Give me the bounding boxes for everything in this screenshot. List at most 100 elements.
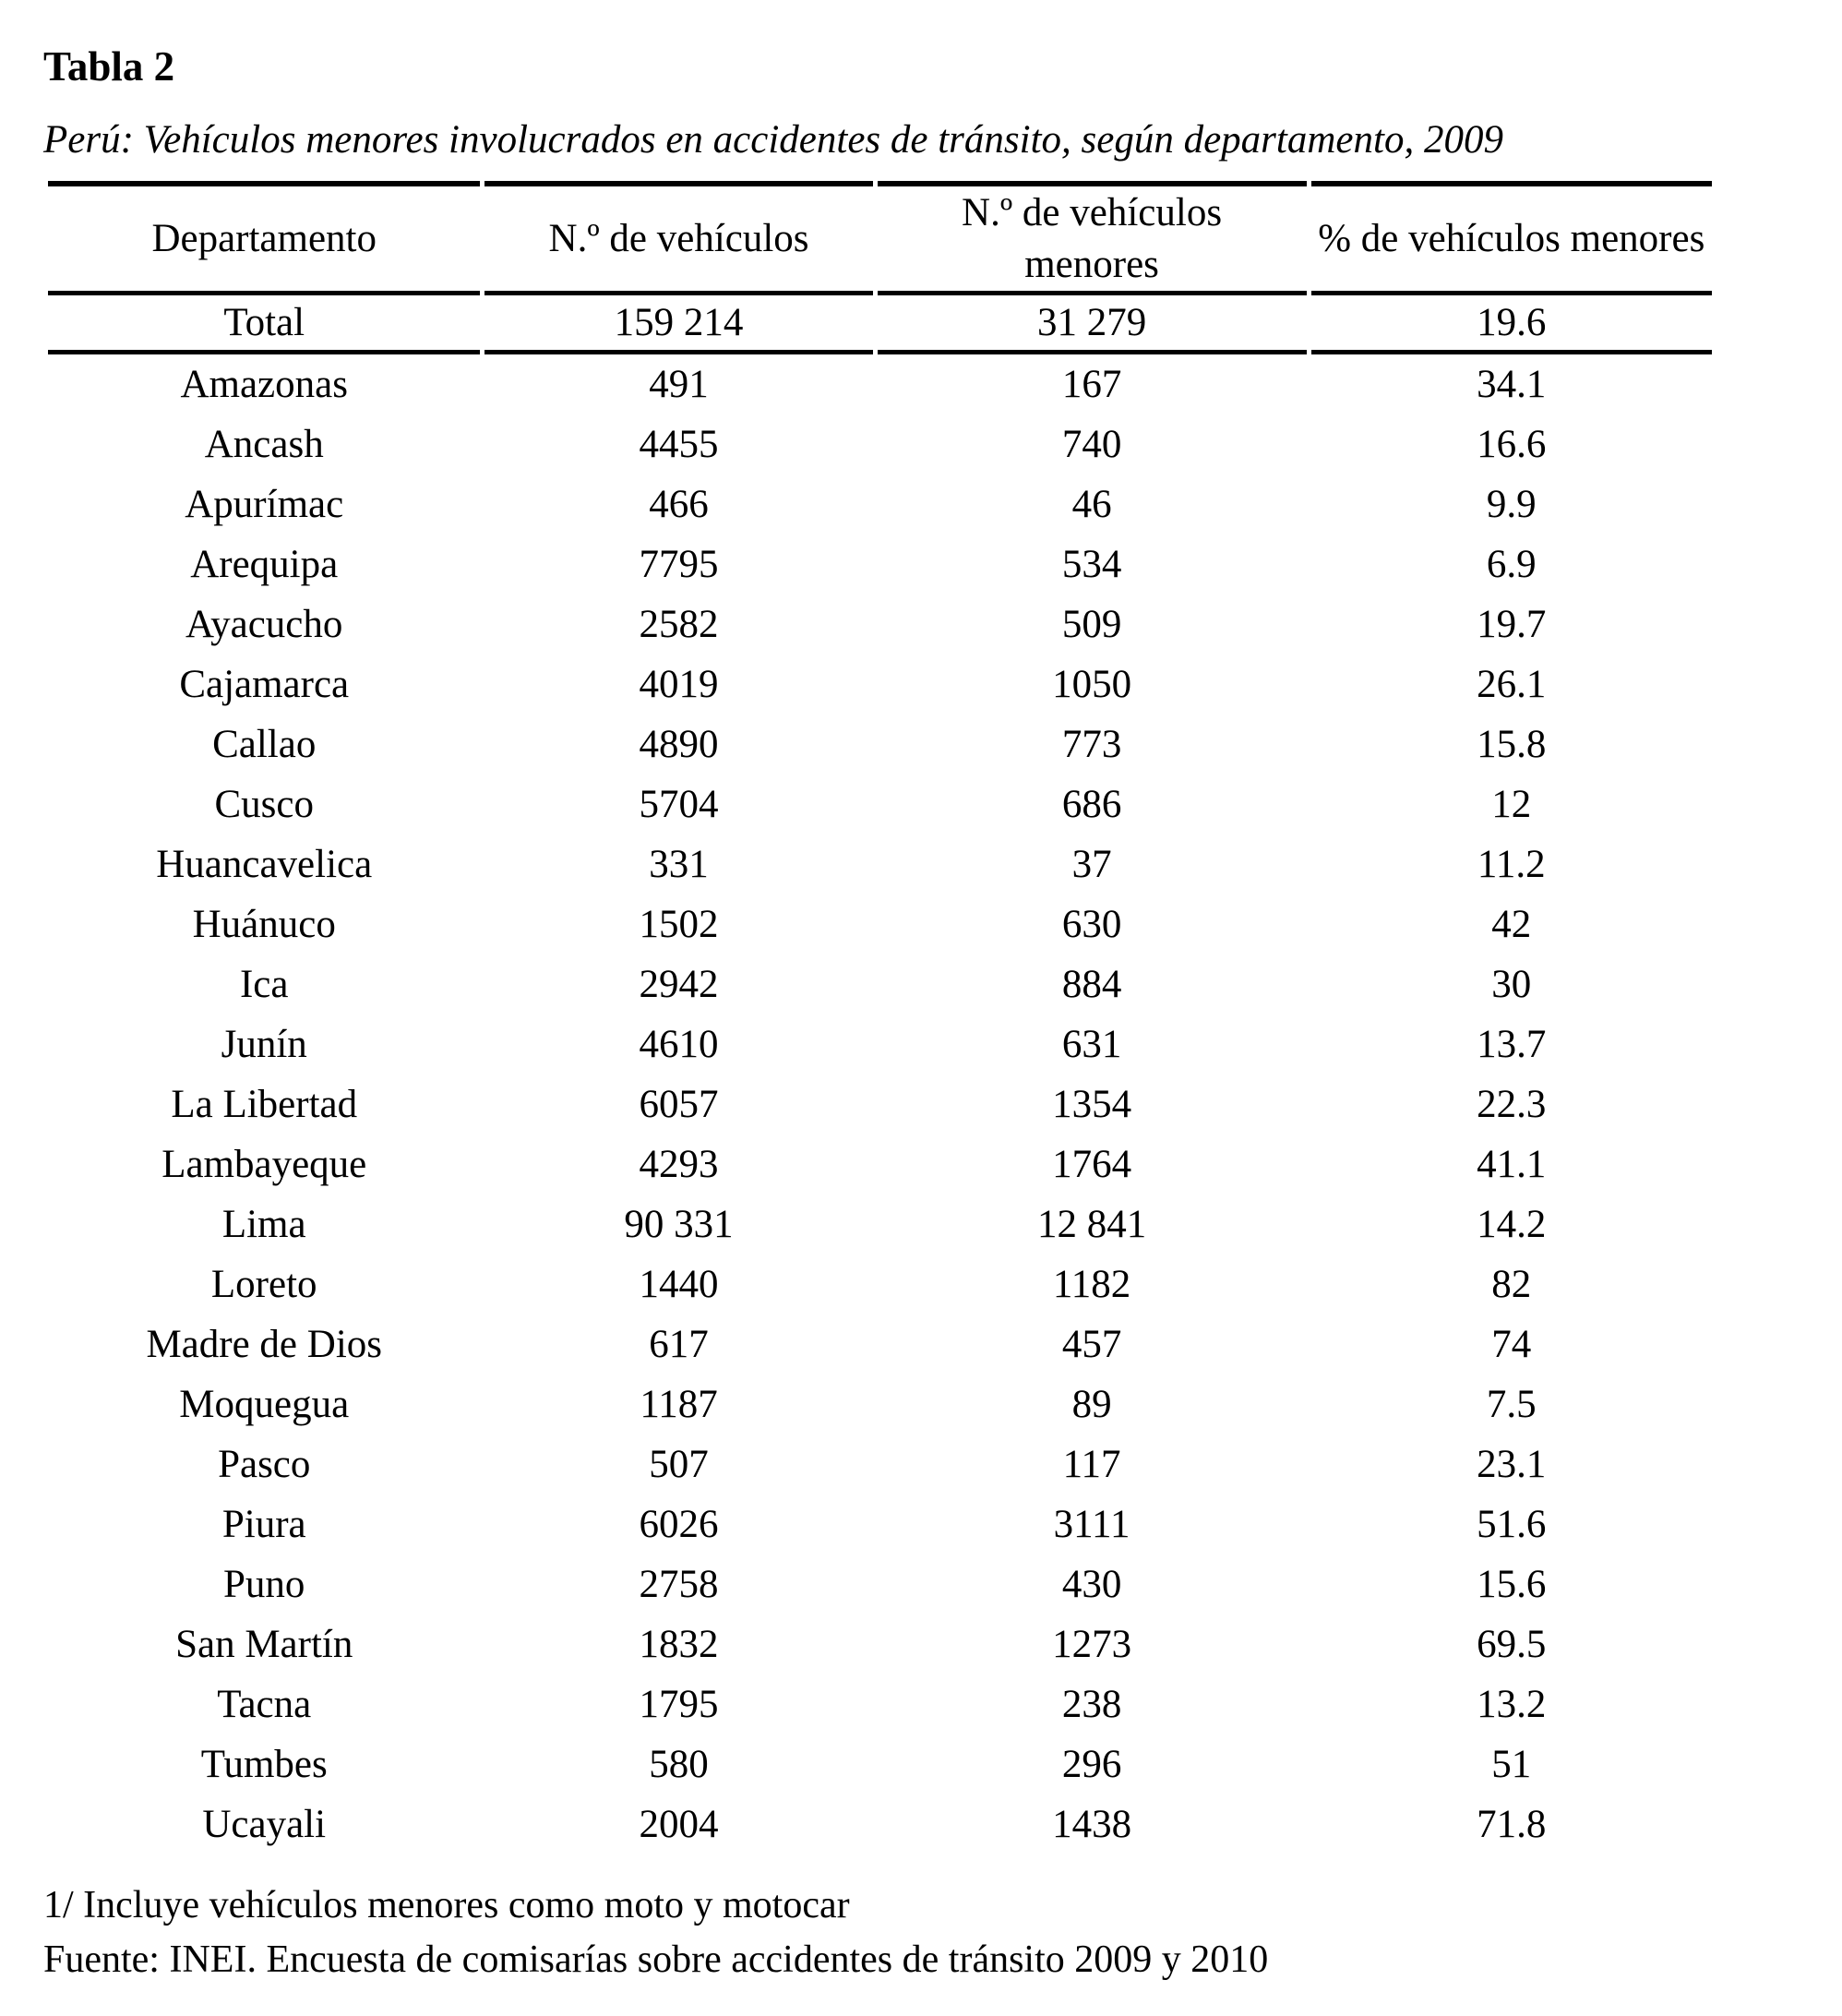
value-cell: 2004 — [639, 1803, 719, 1847]
value-cell: 2942 — [639, 963, 719, 1007]
table-row: Huancavelica 331 37 11.2 — [48, 834, 1712, 894]
column-header-vehiculos: N.º de vehículos — [484, 181, 873, 296]
table-row: Junín 4610 631 13.7 — [48, 1014, 1712, 1074]
value-cell: 773 — [1061, 723, 1122, 767]
value-cell: 534 — [1061, 543, 1122, 587]
value-cell: 5704 — [639, 783, 719, 827]
table-row: Huánuco 1502 630 42 — [48, 894, 1712, 954]
value-cell: 16.6 — [1477, 423, 1547, 467]
column-header-label: Departamento — [151, 216, 377, 260]
table-row: Puno 2758 430 15.6 — [48, 1554, 1712, 1614]
value-cell: 630 — [1061, 903, 1122, 947]
value-cell: 15.8 — [1477, 723, 1547, 767]
value-cell: 19.7 — [1477, 603, 1547, 647]
department-cell: Ayacucho — [185, 603, 343, 647]
value-cell: 90 331 — [624, 1203, 734, 1247]
value-cell: 1795 — [639, 1683, 719, 1727]
department-cell: Ica — [239, 963, 289, 1007]
value-cell: 167 — [1061, 363, 1122, 407]
footnote-includes-note: 1/ Incluye vehículos menores como moto y… — [43, 1884, 850, 1927]
value-cell: 430 — [1061, 1563, 1122, 1607]
department-cell: Cajamarca — [179, 663, 350, 707]
table-row: Callao 4890 773 15.8 — [48, 714, 1712, 774]
table-title: Tabla 2 — [43, 43, 175, 90]
value-cell: 71.8 — [1477, 1803, 1547, 1847]
value-cell: 7.5 — [1486, 1383, 1537, 1427]
footnotes: 1/ Incluye vehículos menores como moto y… — [43, 1878, 1716, 1987]
department-cell: Ucayali — [202, 1803, 327, 1847]
column-header-vehiculos-menores: N.º de vehículos menores — [877, 181, 1307, 296]
table-row: Arequipa 7795 534 6.9 — [48, 534, 1712, 594]
value-cell: 15.6 — [1477, 1563, 1547, 1607]
department-cell: Pasco — [218, 1443, 311, 1487]
value-cell: 14.2 — [1477, 1203, 1547, 1247]
value-cell: 2582 — [639, 603, 719, 647]
value-cell: 37 — [1071, 843, 1112, 887]
department-cell: Piura — [221, 1503, 306, 1547]
value-cell: 13.2 — [1477, 1683, 1547, 1727]
table-row: Loreto 1440 1182 82 — [48, 1254, 1712, 1314]
department-cell: Moquegua — [179, 1383, 350, 1427]
value-cell: 51.6 — [1477, 1503, 1547, 1547]
value-cell: 1440 — [639, 1263, 719, 1307]
value-cell: 23.1 — [1477, 1443, 1547, 1487]
department-cell: Amazonas — [180, 363, 348, 407]
value-cell: 1438 — [1052, 1803, 1132, 1847]
value-cell: 46 — [1071, 483, 1112, 527]
value-cell: 884 — [1061, 963, 1122, 1007]
value-cell: 7795 — [639, 543, 719, 587]
value-cell: 13.7 — [1477, 1023, 1547, 1067]
table-subtitle: Perú: Vehículos menores involucrados en … — [43, 118, 1503, 162]
table-row: La Libertad 6057 1354 22.3 — [48, 1074, 1712, 1134]
value-cell: 30 — [1491, 963, 1532, 1007]
value-cell: 1502 — [639, 903, 719, 947]
value-cell: 82 — [1491, 1263, 1532, 1307]
value-cell: 686 — [1061, 783, 1122, 827]
value-cell: 1050 — [1052, 663, 1132, 707]
department-cell: Lima — [221, 1203, 306, 1247]
value-cell: 238 — [1061, 1683, 1122, 1727]
table-body: Amazonas 491 167 34.1 Ancash 4455 740 16.6 Apurí… — [48, 354, 1712, 1854]
table-row: Tacna 1795 238 13.2 — [48, 1674, 1712, 1734]
value-cell: 1182 — [1052, 1263, 1131, 1307]
value-cell: 11.2 — [1477, 843, 1546, 887]
value-cell: 2758 — [639, 1563, 719, 1607]
value-cell: 4293 — [639, 1143, 719, 1187]
header-row: Departamento N.º de vehículos N.º de veh… — [48, 181, 1712, 296]
value-cell: 457 — [1061, 1323, 1122, 1367]
table-row: Pasco 507 117 23.1 — [48, 1434, 1712, 1494]
footnote-source: Fuente: INEI. Encuesta de comisarías sob… — [43, 1938, 1269, 1982]
department-cell: San Martín — [175, 1623, 353, 1667]
column-header-label: N.º de vehículos — [548, 216, 809, 260]
value-cell: 296 — [1061, 1743, 1122, 1787]
value-cell: 4610 — [639, 1023, 719, 1067]
value-cell: 117 — [1062, 1443, 1121, 1487]
value-cell: 4019 — [639, 663, 719, 707]
value-cell: 617 — [649, 1323, 709, 1367]
department-cell: Ancash — [204, 423, 324, 467]
table-row: Ucayali 2004 1438 71.8 — [48, 1794, 1712, 1854]
table-row: Ica 2942 884 30 — [48, 954, 1712, 1014]
value-cell: 6.9 — [1486, 543, 1537, 587]
value-cell: 26.1 — [1477, 663, 1547, 707]
total-row: Total 159 214 31 279 19.6 — [48, 295, 1712, 355]
department-cell: Callao — [212, 723, 317, 767]
department-cell: Cusco — [214, 783, 314, 827]
table-row: Moquegua 1187 89 7.5 — [48, 1374, 1712, 1434]
department-cell: Arequipa — [190, 543, 339, 587]
table-row: Madre de Dios 617 457 74 — [48, 1314, 1712, 1374]
department-cell: Lambayeque — [161, 1143, 367, 1187]
table-row: Tumbes 580 296 51 — [48, 1734, 1712, 1794]
table-row: Lima 90 331 12 841 14.2 — [48, 1194, 1712, 1254]
table-row: Lambayeque 4293 1764 41.1 — [48, 1134, 1712, 1194]
table-row: Piura 6026 3111 51.6 — [48, 1494, 1712, 1554]
total-vehiculos: 159 214 — [484, 295, 873, 355]
column-header-pct-vehiculos-menores: % de vehículos menores — [1310, 181, 1712, 296]
value-cell: 34.1 — [1477, 363, 1547, 407]
table-row: Amazonas 491 167 34.1 — [48, 354, 1712, 414]
value-cell: 4455 — [639, 423, 719, 467]
department-cell: Loreto — [210, 1263, 317, 1307]
total-pct: 19.6 — [1310, 295, 1712, 355]
value-cell: 6057 — [639, 1083, 719, 1127]
